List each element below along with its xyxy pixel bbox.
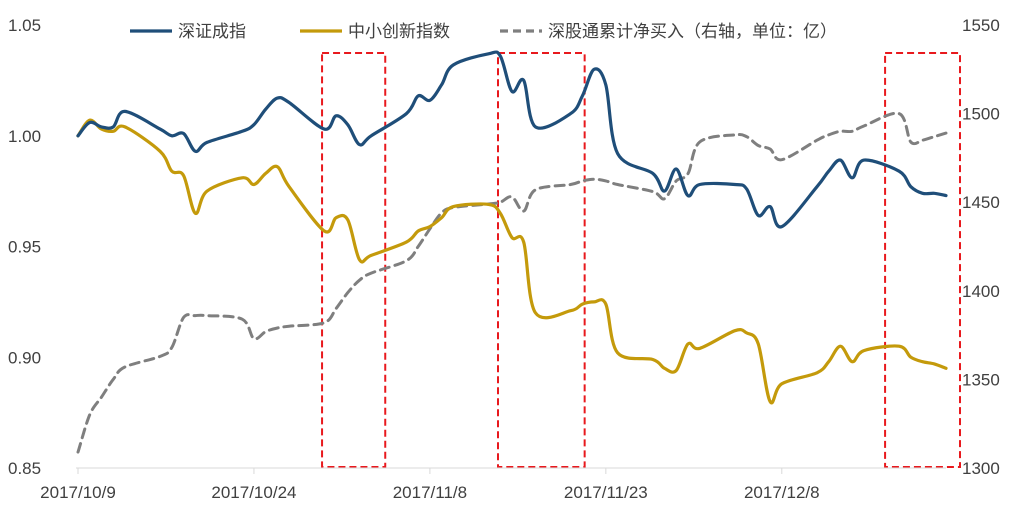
- y-tick-label: 0.90: [8, 348, 41, 367]
- y-tick-label: 1.05: [8, 16, 41, 35]
- y2-tick-label: 1550: [962, 16, 1000, 35]
- y2-tick-label: 1450: [962, 193, 1000, 212]
- highlight-box: [884, 52, 961, 468]
- series-layer: [76, 50, 948, 454]
- y-tick-label: 1.00: [8, 127, 41, 146]
- legend: 深证成指 中小创新指数 深股通累计净买入（右轴，单位：亿）: [130, 22, 837, 41]
- x-tick-label: 2017/11/8: [393, 483, 467, 502]
- y2-tick-label: 1350: [962, 370, 1000, 389]
- axis-layer: 2017/10/9 2017/10/24 2017/11/8 2017/11/23 20…: [8, 16, 1000, 502]
- highlight-box: [497, 52, 586, 468]
- legend-item-sme-innovation: 中小创新指数: [300, 22, 450, 41]
- series-line-sz-connect-net-buy: [76, 111, 948, 454]
- series-line-shenzhen-component: [76, 50, 948, 229]
- x-tick-label: 2017/11/23: [564, 483, 648, 502]
- highlight-box: [321, 52, 387, 468]
- series-line-sme-innovation: [76, 118, 948, 405]
- legend-item-sz-connect-net-buy: 深股通累计净买入（右轴，单位：亿）: [500, 22, 837, 41]
- x-tick-label: 2017/12/8: [744, 483, 820, 502]
- highlight-layer: [321, 52, 961, 468]
- legend-item-shenzhen-component: 深证成指: [130, 22, 246, 41]
- x-tick-label: 2017/10/9: [40, 483, 116, 502]
- y2-tick-label: 1400: [962, 282, 1000, 301]
- y2-tick-label: 1500: [962, 105, 1000, 124]
- legend-label: 深股通累计净买入（右轴，单位：亿）: [548, 22, 837, 41]
- legend-label: 中小创新指数: [348, 22, 450, 41]
- y-tick-label: 0.95: [8, 238, 41, 257]
- legend-label: 深证成指: [178, 22, 246, 41]
- y2-tick-label: 1300: [962, 459, 1000, 478]
- y-tick-label: 0.85: [8, 459, 41, 478]
- x-tick-label: 2017/10/24: [211, 483, 296, 502]
